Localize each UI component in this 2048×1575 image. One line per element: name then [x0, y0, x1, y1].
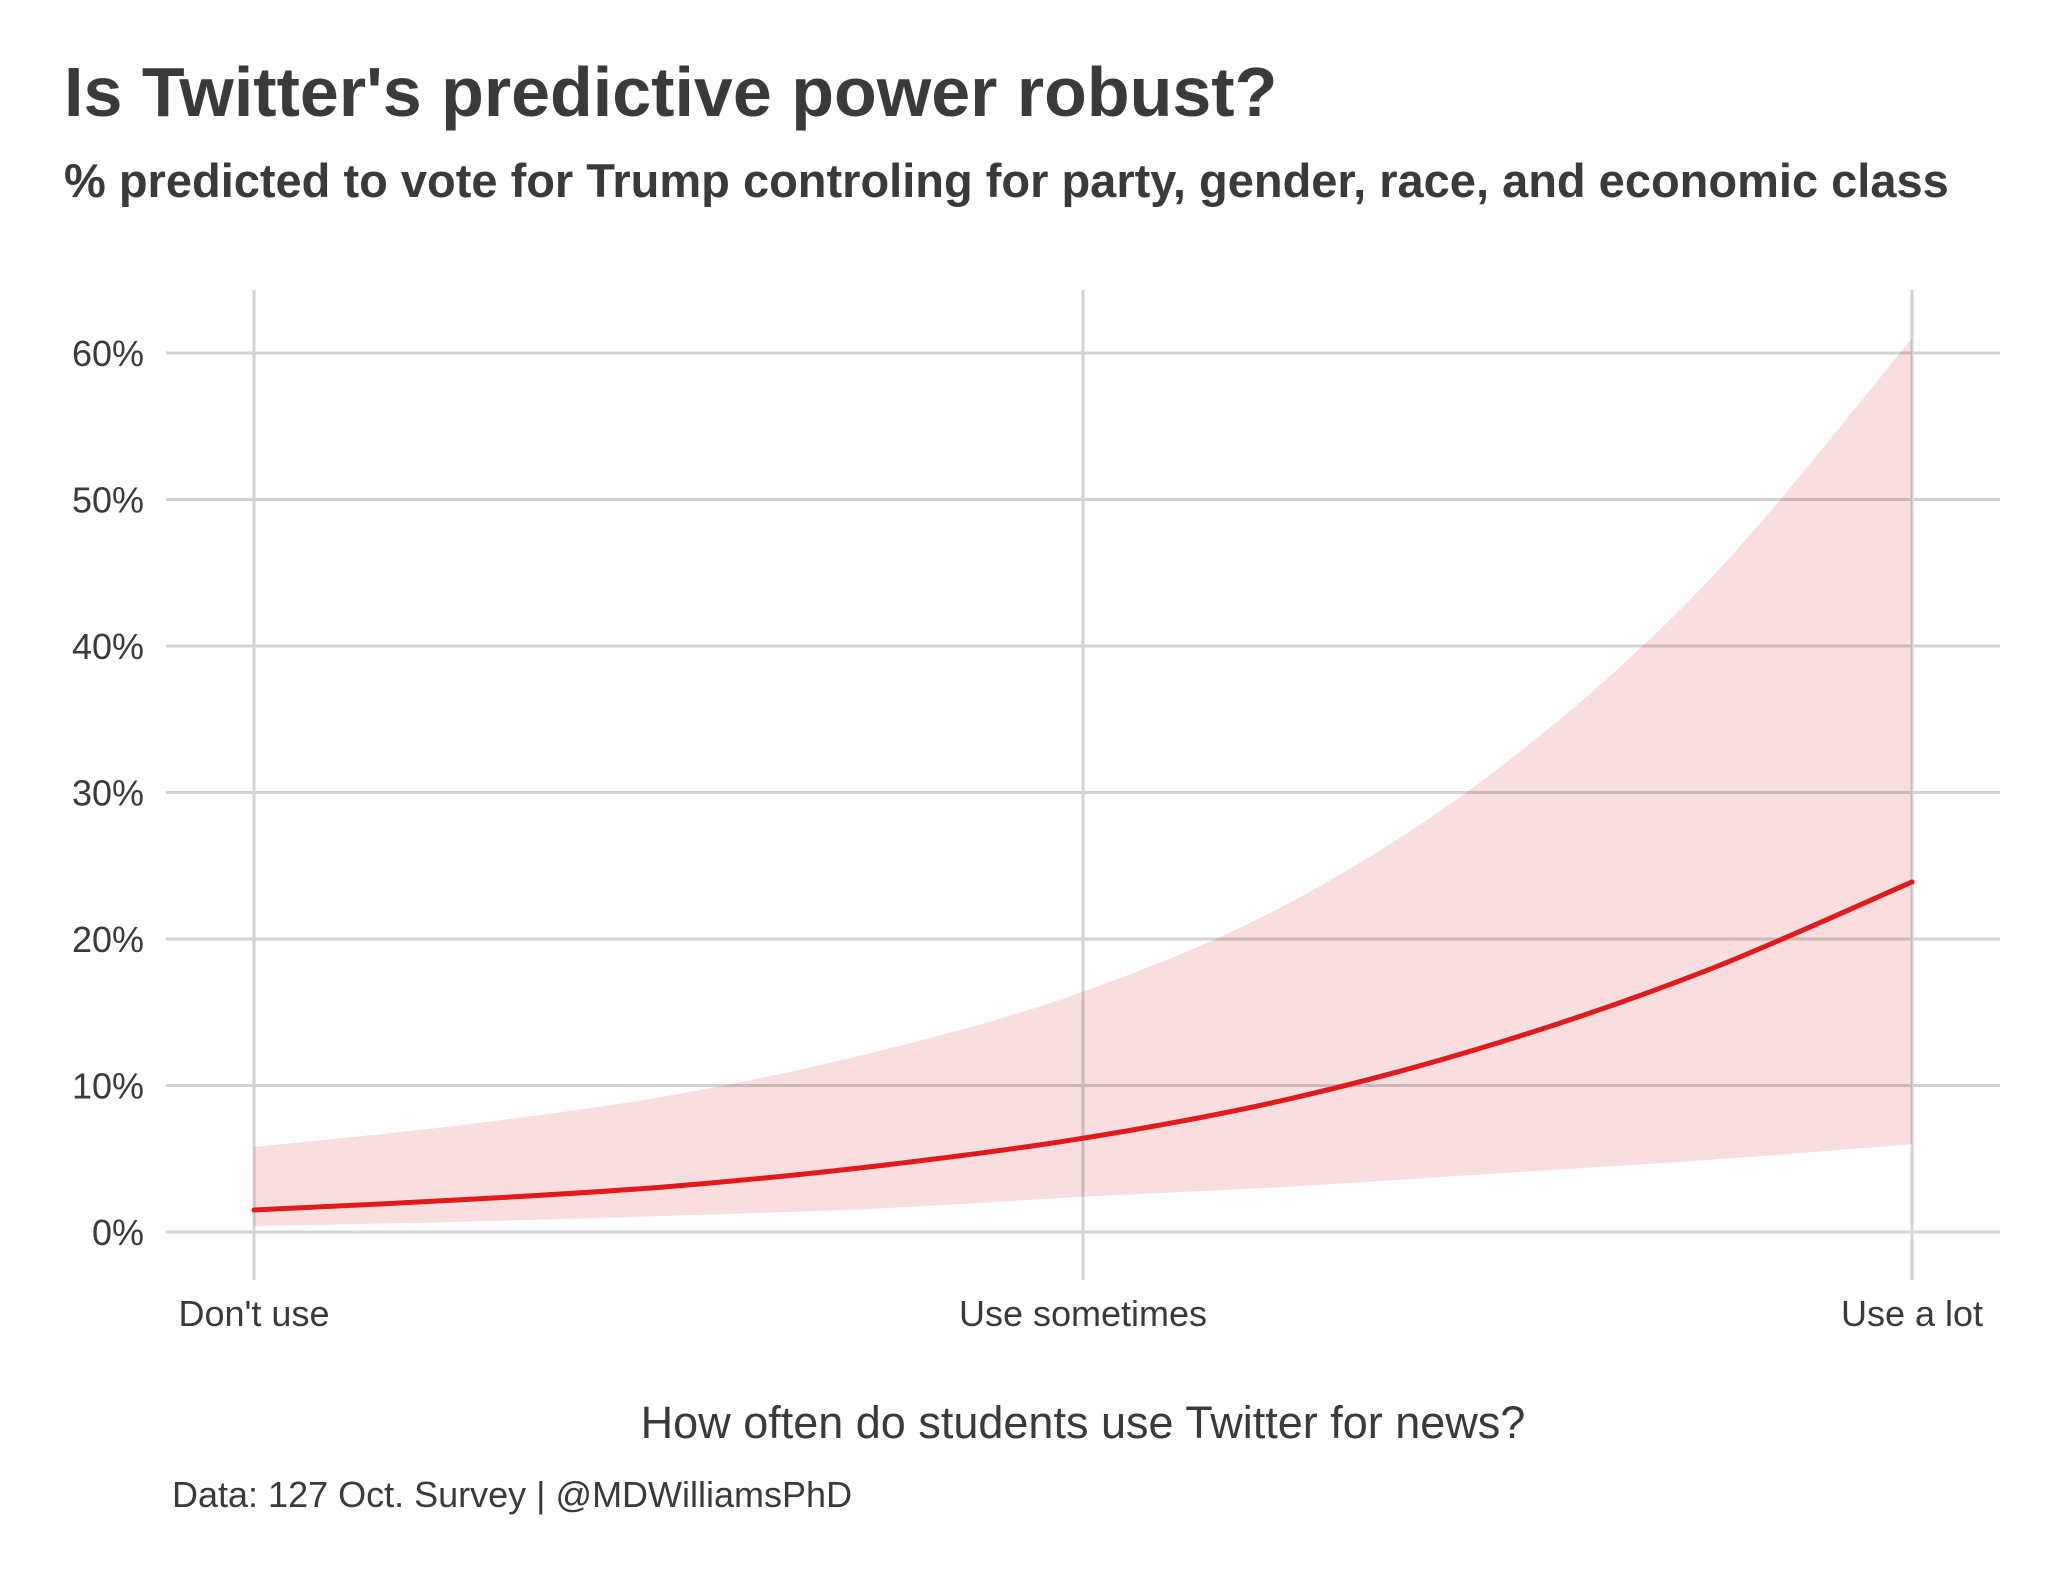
prediction-line [251, 879, 1915, 1213]
y-tick-label: 30% [72, 773, 144, 814]
chart-title: Is Twitter's predictive power robust? [64, 53, 1278, 131]
y-tick-label: 10% [72, 1066, 144, 1107]
y-tick-label: 40% [72, 626, 144, 667]
x-tick-label: Don't use [179, 1293, 330, 1334]
y-tick-label: 20% [72, 919, 144, 960]
confidence-ribbon [254, 338, 1912, 1227]
y-axis-ticks: 0% 10% 20% 30% 40% 50% 60% [72, 333, 144, 1253]
y-tick-label: 60% [72, 333, 144, 374]
x-tick-label: Use sometimes [959, 1293, 1207, 1334]
y-tick-label: 50% [72, 480, 144, 521]
x-axis-ticks: Don't use Use sometimes Use a lot [179, 1293, 1984, 1334]
x-axis-title: How often do students use Twitter for ne… [641, 1397, 1526, 1448]
source-caption: Data: 127 Oct. Survey | @MDWilliamsPhD [172, 1474, 853, 1515]
y-tick-label: 0% [92, 1212, 144, 1253]
chart-subtitle: % predicted to vote for Trump controling… [64, 154, 1949, 207]
x-tick-label: Use a lot [1841, 1293, 1983, 1334]
